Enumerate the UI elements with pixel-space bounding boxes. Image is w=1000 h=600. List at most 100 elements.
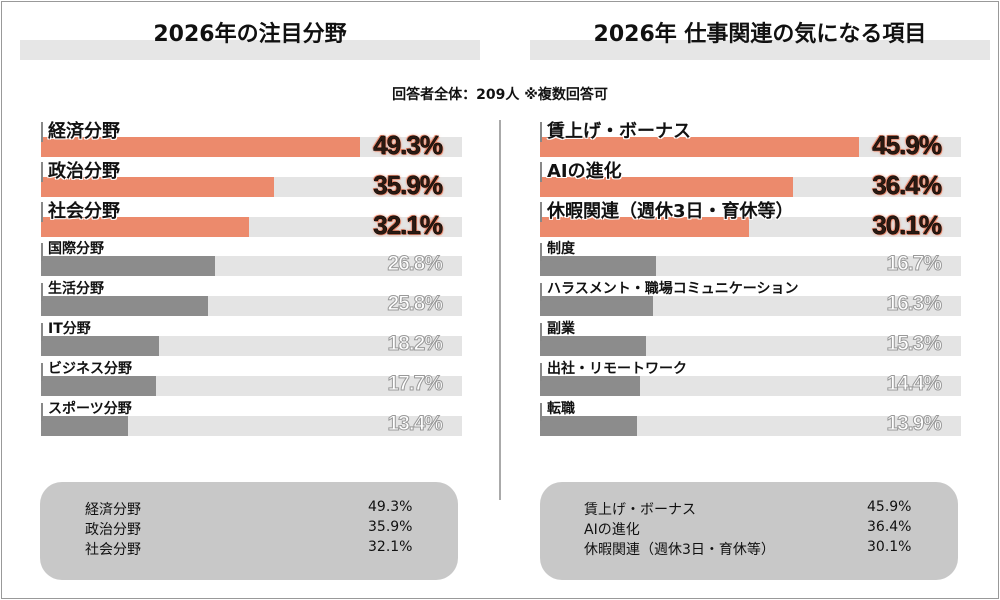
label-tick [540, 323, 542, 341]
label-tick [41, 202, 43, 222]
summary-name: 賃上げ・ボーナス [584, 502, 696, 518]
bar-label: 生活分野 [48, 281, 104, 297]
value-label: 26.8% [387, 252, 444, 276]
label-tick [41, 323, 43, 341]
bar-row: スポーツ分野 13.4% [41, 400, 462, 440]
value-label: 30.1% [872, 210, 942, 241]
bar-row: ビジネス分野 17.7% [41, 360, 462, 400]
label-tick [540, 283, 542, 301]
summary-name: 休暇関連（週休3日・育休等） [584, 542, 775, 558]
value-label: 15.3% [886, 332, 943, 356]
bar-label: 休暇関連（週休3日・育休等） [547, 201, 794, 222]
bar-label: AIの進化 [547, 161, 622, 182]
bar-label: ビジネス分野 [48, 361, 132, 377]
value-label: 45.9% [872, 130, 942, 161]
summary-value: 36.4% [867, 519, 912, 535]
bar-label: 国際分野 [48, 241, 104, 257]
value-label: 16.3% [886, 292, 943, 316]
bar-label: 経済分野 [48, 121, 120, 142]
label-tick [540, 202, 542, 222]
bar-track [41, 217, 462, 237]
bar-row: 制度 16.7% [540, 240, 961, 280]
value-label: 18.2% [387, 332, 444, 356]
bar-row: 賃上げ・ボーナス 45.9% [540, 120, 961, 160]
bar [540, 336, 646, 356]
bar-label: 賃上げ・ボーナス [547, 121, 691, 142]
bar-label: ハラスメント・職場コミュニケーション [547, 281, 799, 297]
summary-value: 35.9% [368, 519, 413, 535]
bar-track [540, 376, 961, 396]
title-bar-left [20, 40, 480, 60]
bar-row: 国際分野 26.8% [41, 240, 462, 280]
summary-name: 政治分野 [85, 522, 141, 538]
value-label: 36.4% [872, 170, 942, 201]
bar [41, 137, 360, 157]
bar [540, 256, 656, 276]
value-label: 14.4% [886, 372, 943, 396]
bar-row: 転職 13.9% [540, 400, 961, 440]
bar-track [41, 296, 462, 316]
label-tick [41, 243, 43, 261]
bar-track [41, 177, 462, 197]
bar-track [41, 416, 462, 436]
label-tick [41, 162, 43, 182]
bar-track [540, 296, 961, 316]
title-bar-right [530, 40, 990, 60]
summary-value: 32.1% [368, 539, 413, 555]
value-label: 35.9% [373, 170, 443, 201]
value-label: 17.7% [387, 372, 444, 396]
summary-value: 45.9% [867, 499, 912, 515]
bar [540, 217, 749, 237]
bar [41, 217, 249, 237]
bar-track [41, 137, 462, 157]
value-label: 25.8% [387, 292, 444, 316]
bar-label: 副業 [547, 321, 575, 337]
label-tick [41, 403, 43, 421]
bar [540, 137, 859, 157]
bar [540, 416, 637, 436]
summary-name: AIの進化 [584, 522, 640, 538]
label-tick [540, 162, 542, 182]
summary-box-right [540, 482, 958, 580]
bar [41, 336, 159, 356]
label-tick [41, 122, 43, 142]
bar-row: 政治分野 35.9% [41, 160, 462, 200]
summary-name: 経済分野 [85, 502, 141, 518]
bar-track [540, 177, 961, 197]
label-tick [540, 403, 542, 421]
bar-row: 経済分野 49.3% [41, 120, 462, 160]
bar [41, 177, 274, 197]
summary-box-left [40, 482, 458, 580]
bar [540, 376, 640, 396]
value-label: 49.3% [373, 130, 443, 161]
bar-track [540, 256, 961, 276]
summary-value: 49.3% [368, 499, 413, 515]
bar-track [540, 217, 961, 237]
bar-row: 社会分野 32.1% [41, 200, 462, 240]
chart-title-right: 2026年 仕事関連の気になる項目 [593, 22, 927, 47]
bar-row: 出社・リモートワーク 14.4% [540, 360, 961, 400]
bar-track [540, 137, 961, 157]
bar-label: 転職 [547, 401, 575, 417]
divider [499, 120, 501, 500]
bar-track [41, 256, 462, 276]
bar-track [540, 416, 961, 436]
bar-row: 生活分野 25.8% [41, 280, 462, 320]
value-label: 16.7% [886, 252, 943, 276]
label-tick [41, 363, 43, 381]
label-tick [41, 283, 43, 301]
value-label: 32.1% [373, 210, 443, 241]
bar-label: IT分野 [48, 321, 91, 337]
bar-label: 政治分野 [48, 161, 120, 182]
label-tick [540, 243, 542, 261]
bar [540, 177, 793, 197]
summary-value: 30.1% [867, 539, 912, 555]
bar [41, 296, 208, 316]
value-label: 13.4% [387, 412, 444, 436]
subtitle: 回答者全体：209人 ※複数回答可 [392, 87, 608, 103]
bar-track [41, 376, 462, 396]
bar-row: ハラスメント・職場コミュニケーション 16.3% [540, 280, 961, 320]
bar-label: 社会分野 [48, 201, 120, 222]
chart-title-left: 2026年の注目分野 [153, 22, 347, 47]
summary-name: 社会分野 [85, 542, 141, 558]
